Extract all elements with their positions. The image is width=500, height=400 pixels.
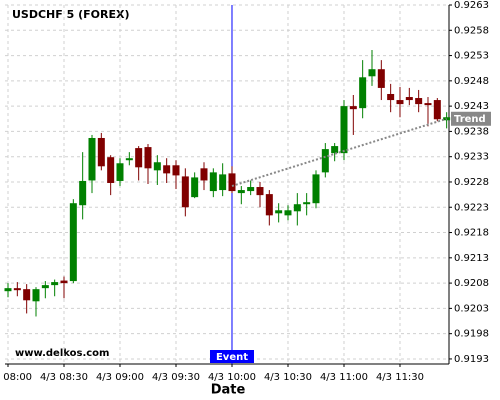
x-axis-label: Date (211, 383, 246, 398)
candle-body (424, 103, 432, 106)
candle-body (415, 98, 423, 105)
candle-body (172, 165, 180, 176)
candle-body (191, 177, 199, 198)
y-tick-label: 0.9223 (454, 202, 489, 213)
event-label: Event (216, 352, 248, 363)
candle-body (13, 288, 21, 291)
candle-body (23, 289, 31, 301)
candle-body (228, 173, 236, 192)
candle-body (340, 106, 348, 154)
candle-body (359, 77, 367, 109)
candle-body (256, 187, 264, 196)
candle-body (51, 282, 59, 286)
y-tick-label: 0.9238 (454, 126, 489, 137)
candle-body (275, 210, 283, 214)
candle-body (107, 157, 115, 183)
x-tick-label: 4/3 09:30 (152, 372, 200, 383)
candle-body (284, 210, 292, 216)
candle-body (303, 202, 311, 205)
x-tick-label: 4/3 10:30 (264, 372, 312, 383)
x-tick-label: 4/3 11:00 (320, 372, 368, 383)
y-tick-label: 0.9253 (454, 51, 489, 62)
candle-body (32, 289, 40, 302)
x-tick-label: 4/3 08:30 (40, 372, 88, 383)
x-tick-label: 4/3 10:00 (208, 372, 256, 383)
candle-body (293, 204, 301, 212)
trend-label: Trend (454, 114, 486, 125)
candle-body (331, 146, 339, 154)
event-label-box (209, 350, 254, 363)
candle-body (79, 180, 87, 206)
candle-body (4, 288, 12, 292)
candle-body (321, 149, 329, 173)
y-tick-label: 0.9233 (454, 152, 489, 163)
trend-label-box (451, 111, 491, 126)
y-tick-label: 0.9248 (454, 76, 489, 87)
candle-body (69, 203, 77, 282)
candle-body (97, 137, 105, 167)
y-tick-label: 0.9218 (454, 228, 489, 239)
candle-body (209, 172, 217, 192)
candle-body (125, 158, 133, 161)
y-tick-label: 0.9243 (454, 101, 489, 112)
y-tick-label: 0.9213 (454, 253, 489, 264)
candle-body (377, 69, 385, 88)
candle-body (60, 280, 68, 284)
candle-body (387, 93, 395, 101)
y-tick-label: 0.9228 (454, 177, 489, 188)
candle-body (144, 147, 152, 169)
candle-body (247, 187, 255, 192)
y-tick-label: 0.9198 (454, 329, 489, 340)
candle-body (219, 174, 227, 191)
candle-body (433, 100, 441, 120)
candle-body (349, 106, 357, 110)
watermark: www.delkos.com (15, 348, 109, 359)
candle-body (368, 69, 376, 77)
candle-body (41, 285, 49, 289)
candle-body (396, 100, 404, 105)
x-tick-label: 4/3 08:00 (0, 372, 32, 383)
candle-body (312, 174, 320, 204)
candle-body (405, 97, 413, 101)
candle-body (135, 148, 143, 168)
y-tick-label: 0.9263 (454, 0, 489, 11)
x-tick-label: 4/3 11:30 (376, 372, 424, 383)
candle-body (163, 165, 171, 174)
y-tick-label: 0.9193 (454, 354, 489, 365)
candle-body (200, 168, 208, 181)
candle-body (88, 137, 96, 181)
candle-body (265, 194, 273, 216)
chart-title: USDCHF 5 (FOREX) (12, 8, 129, 21)
y-tick-label: 0.9203 (454, 303, 489, 314)
candle-body (181, 176, 189, 208)
trend-line (231, 117, 447, 187)
candle-body (153, 162, 161, 171)
y-tick-label: 0.9258 (454, 25, 489, 36)
candle-body (116, 163, 124, 181)
candle-body (237, 190, 245, 194)
x-tick-label: 4/3 09:00 (96, 372, 144, 383)
y-tick-label: 0.9208 (454, 278, 489, 289)
